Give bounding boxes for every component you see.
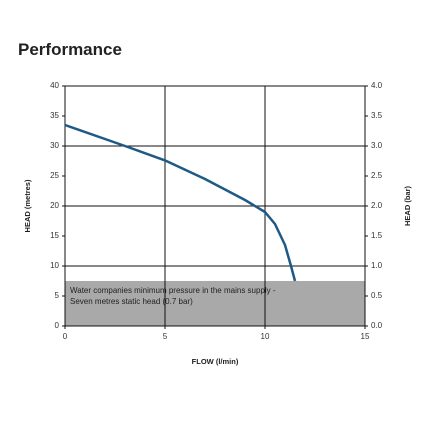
band-note: Seven metres static head (0.7 bar): [70, 297, 193, 306]
y-tick-label: 5: [55, 291, 60, 300]
y2-tick-label: 0.0: [371, 321, 383, 330]
curve: [64, 123, 297, 282]
y2-tick-label: 1.5: [371, 231, 383, 240]
y-axis-title: HEAD (metres): [23, 179, 32, 232]
y2-tick-label: 2.5: [371, 171, 383, 180]
shaded-band: [65, 281, 365, 326]
y2-tick-label: 4.0: [371, 81, 383, 90]
y-tick-label: 10: [50, 261, 59, 270]
x-tick-label: 0: [63, 332, 68, 341]
y-tick-label: 30: [50, 141, 59, 150]
y-tick-label: 35: [50, 111, 59, 120]
x-axis-title: FLOW (l/min): [192, 357, 239, 366]
y2-axis-title: HEAD (bar): [403, 186, 412, 227]
y2-tick-label: 3.5: [371, 111, 383, 120]
x-tick-label: 10: [261, 332, 270, 341]
y-tick-label: 0: [55, 321, 60, 330]
y-tick-label: 40: [50, 81, 59, 90]
band-note: Water companies minimum pressure in the …: [70, 286, 276, 295]
y2-tick-label: 3.0: [371, 141, 383, 150]
x-tick-label: 15: [361, 332, 370, 341]
y2-tick-label: 1.0: [371, 261, 383, 270]
y2-tick-label: 2.0: [371, 201, 383, 210]
y-tick-label: 15: [50, 231, 59, 240]
y-tick-label: 25: [50, 171, 59, 180]
x-tick-label: 5: [163, 332, 168, 341]
y2-tick-label: 0.5: [371, 291, 383, 300]
y-tick-label: 20: [50, 201, 59, 210]
chart-title: Performance: [18, 40, 122, 59]
